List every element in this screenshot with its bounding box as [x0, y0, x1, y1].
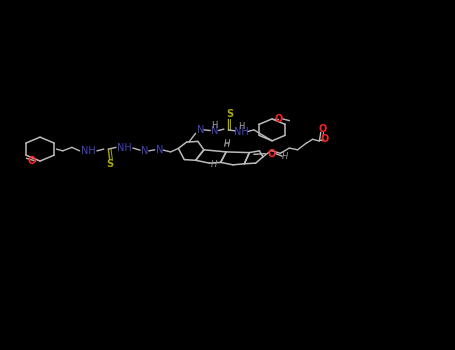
- Text: S: S: [226, 110, 233, 119]
- Text: NH: NH: [117, 143, 131, 153]
- Text: N: N: [156, 145, 163, 155]
- Text: N: N: [197, 125, 204, 135]
- Text: O: O: [28, 156, 36, 166]
- Text: H: H: [211, 160, 217, 169]
- Text: H: H: [282, 152, 288, 161]
- Text: S: S: [106, 159, 113, 169]
- Text: O: O: [318, 124, 326, 134]
- Text: NH: NH: [234, 127, 248, 136]
- Text: H: H: [223, 139, 230, 148]
- Text: H: H: [224, 140, 230, 149]
- Text: H: H: [238, 122, 244, 131]
- Text: O: O: [275, 114, 283, 124]
- Text: NH: NH: [81, 146, 96, 156]
- Text: N: N: [141, 146, 148, 156]
- Text: O: O: [267, 149, 275, 159]
- Text: O: O: [321, 134, 329, 144]
- Text: N: N: [211, 126, 218, 135]
- Text: H: H: [212, 121, 218, 130]
